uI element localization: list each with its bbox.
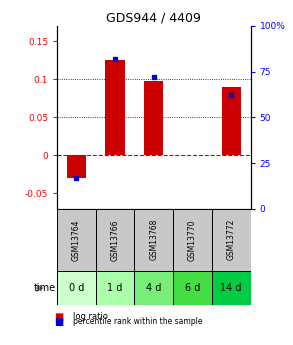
- Text: 14 d: 14 d: [220, 283, 242, 293]
- Text: percentile rank within the sample: percentile rank within the sample: [73, 317, 203, 326]
- Text: 4 d: 4 d: [146, 283, 161, 293]
- Text: 1 d: 1 d: [108, 283, 123, 293]
- Text: GSM13766: GSM13766: [111, 219, 120, 260]
- Bar: [222, 87, 241, 155]
- Bar: [173, 209, 212, 271]
- Bar: [134, 271, 173, 305]
- Bar: [212, 271, 251, 305]
- Text: GSM13764: GSM13764: [72, 219, 81, 260]
- Bar: [144, 81, 163, 155]
- Text: 6 d: 6 d: [185, 283, 200, 293]
- Text: GSM13768: GSM13768: [149, 219, 158, 260]
- Text: GSM13770: GSM13770: [188, 219, 197, 260]
- Text: 0 d: 0 d: [69, 283, 84, 293]
- Text: log ratio: log ratio: [73, 312, 108, 321]
- Bar: [134, 209, 173, 271]
- Bar: [212, 209, 251, 271]
- Bar: [57, 209, 96, 271]
- Text: time: time: [33, 283, 56, 293]
- Text: GSM13772: GSM13772: [227, 219, 236, 260]
- Text: ■: ■: [54, 317, 64, 326]
- Bar: [67, 155, 86, 178]
- Title: GDS944 / 4409: GDS944 / 4409: [106, 12, 201, 25]
- Bar: [105, 60, 125, 155]
- Bar: [96, 209, 134, 271]
- Bar: [173, 271, 212, 305]
- Bar: [57, 271, 96, 305]
- Bar: [96, 271, 134, 305]
- Text: ■: ■: [54, 312, 64, 322]
